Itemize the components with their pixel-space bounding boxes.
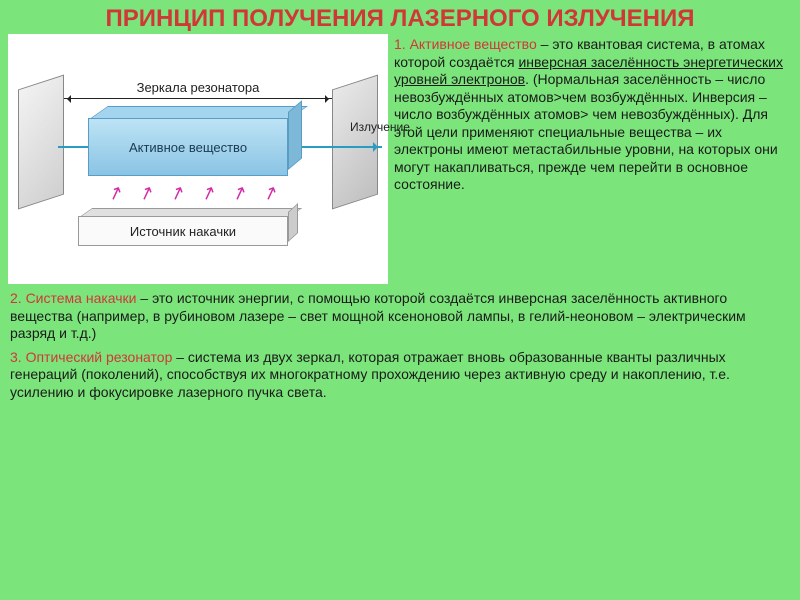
top-row: Зеркала резонатора Излучение Активное ве… (0, 34, 800, 284)
term-optical-resonator: 3. Оптический резонатор (10, 349, 172, 365)
para-3: 3. Оптический резонатор – система из дву… (10, 349, 790, 402)
para-1: 1. Активное вещество – это квантовая сис… (394, 34, 792, 284)
active-medium: Активное вещество (88, 118, 288, 176)
emission-label: Излучение (350, 120, 386, 134)
mirror-left (18, 82, 64, 202)
bottom-paragraphs: 2. Система накачки – это источник энерги… (0, 284, 800, 401)
resonator-dim-line (64, 98, 332, 99)
para1-rest: . (Нормальная заселённость – число невоз… (394, 71, 778, 192)
term-pump-system: 2. Система накачки (10, 290, 137, 306)
term-active-medium: 1. Активное вещество (394, 36, 537, 52)
mirror-right (332, 82, 378, 202)
resonator-dim-label: Зеркала резонатора (64, 80, 332, 95)
slide-title: ПРИНЦИП ПОЛУЧЕНИЯ ЛАЗЕРНОГО ИЗЛУЧЕНИЯ (0, 0, 800, 34)
pump-source-label: Источник накачки (78, 216, 288, 246)
active-medium-label: Активное вещество (88, 118, 288, 176)
laser-diagram: Зеркала резонатора Излучение Активное ве… (8, 34, 388, 284)
pump-box-side (288, 203, 298, 242)
pump-arrows: ↗↗↗↗↗↗ (108, 184, 279, 202)
para-2: 2. Система накачки – это источник энерги… (10, 290, 790, 343)
